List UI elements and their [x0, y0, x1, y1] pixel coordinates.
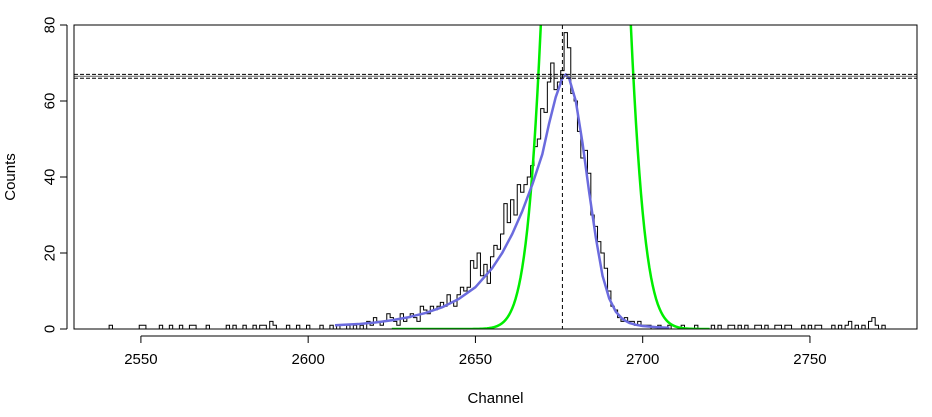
gaussian-curve: [391, 25, 710, 329]
x-tick-label: 2650: [459, 351, 492, 368]
plot-frame: [73, 24, 918, 330]
y-tick-label: 80: [42, 17, 59, 34]
histogram-series: [105, 32, 889, 329]
y-tick-label: 0: [42, 325, 59, 333]
y-tick-label: 60: [42, 93, 59, 110]
x-tick-label: 2750: [793, 351, 826, 368]
y-tick-label: 20: [42, 245, 59, 262]
fit-curve: [334, 73, 670, 329]
y-axis-title: Counts: [2, 153, 19, 201]
x-axis-title: Channel: [468, 390, 524, 407]
x-tick-label: 2700: [626, 351, 659, 368]
y-tick-label: 40: [42, 169, 59, 186]
x-tick-label: 2600: [291, 351, 324, 368]
x-tick-label: 2550: [124, 351, 157, 368]
